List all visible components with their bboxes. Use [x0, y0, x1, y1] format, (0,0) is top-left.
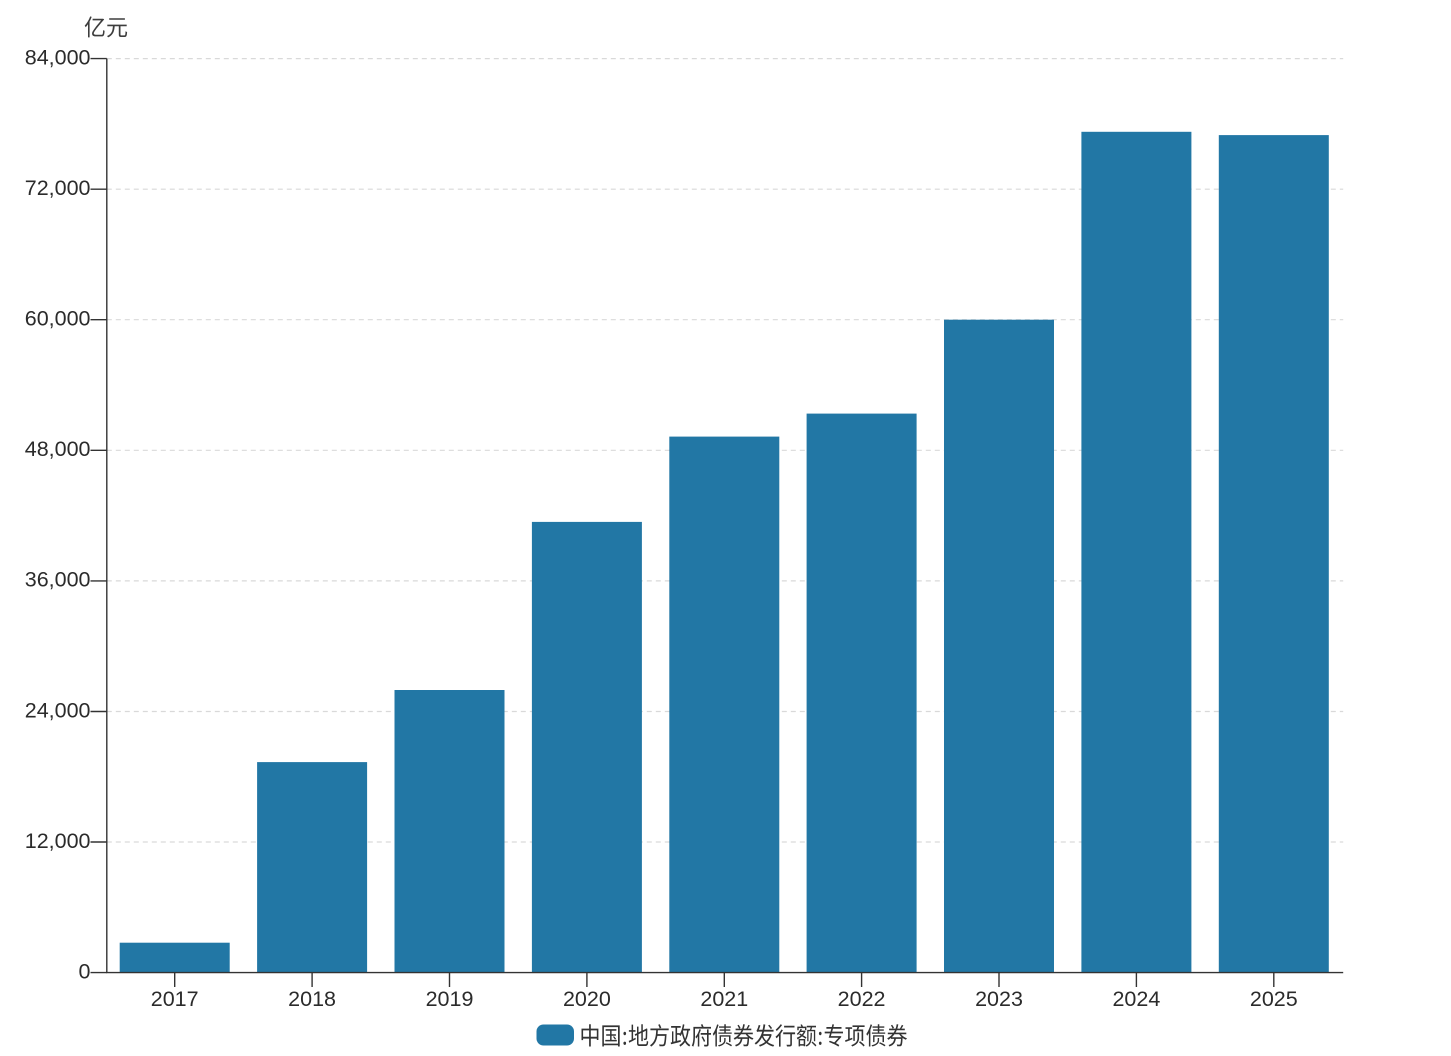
- svg-text:72,000: 72,000: [25, 176, 91, 200]
- svg-text:24,000: 24,000: [25, 698, 91, 722]
- svg-text:2017: 2017: [151, 987, 199, 1011]
- svg-text:12,000: 12,000: [25, 829, 91, 853]
- svg-text:2018: 2018: [288, 987, 336, 1011]
- svg-text:48,000: 48,000: [25, 437, 91, 461]
- svg-text:2025: 2025: [1250, 987, 1298, 1011]
- svg-text:60,000: 60,000: [25, 307, 91, 331]
- svg-text:2021: 2021: [700, 987, 748, 1011]
- svg-text:2023: 2023: [975, 987, 1023, 1011]
- svg-text:2022: 2022: [838, 987, 886, 1011]
- svg-text:2020: 2020: [563, 987, 611, 1011]
- svg-text:2019: 2019: [426, 987, 474, 1011]
- svg-text:84,000: 84,000: [25, 45, 91, 69]
- svg-text:0: 0: [79, 959, 91, 983]
- svg-text:36,000: 36,000: [25, 568, 91, 592]
- svg-text:2024: 2024: [1112, 987, 1160, 1011]
